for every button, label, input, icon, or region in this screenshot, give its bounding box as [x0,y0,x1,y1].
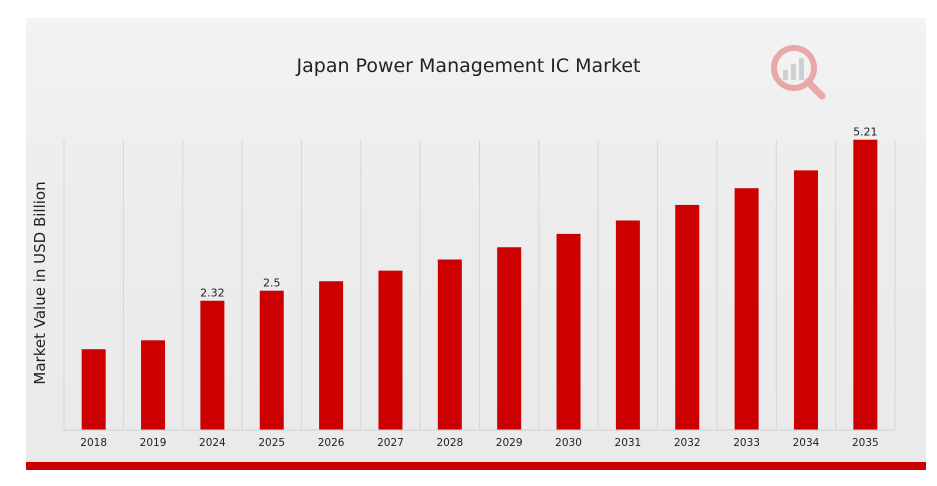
bar-2025[interactable] [259,290,284,430]
bar-2032[interactable] [675,204,700,430]
x-tick-label-2018: 2018 [80,437,107,449]
x-tick-labels: 2018 2019 2024 2025 2026 2027 2028 2029 2030 2031… [80,437,878,449]
bar-2024[interactable] [200,300,225,430]
x-tick-label-2019: 2019 [140,437,167,449]
data-labels: 2.32 2.5 5.21 [200,126,877,300]
bar-2027[interactable] [378,270,403,430]
bar-2033[interactable] [734,188,759,430]
x-tick-label-2033: 2033 [733,437,760,449]
bar-2034[interactable] [793,170,818,430]
bottom-accent-bar [26,462,926,470]
x-tick-label-2026: 2026 [318,437,345,449]
x-tick-label-2028: 2028 [436,437,463,449]
bar-2019[interactable] [141,340,166,430]
bars [81,139,878,430]
bar-2035[interactable] [853,139,878,430]
x-tick-label-2035: 2035 [852,437,879,449]
x-tick-label-2030: 2030 [555,437,582,449]
data-label-2024: 2.32 [200,287,225,300]
x-tick-label-2024: 2024 [199,437,226,449]
bar-2028[interactable] [437,259,462,430]
x-tick-label-2034: 2034 [793,437,820,449]
bar-2031[interactable] [615,220,640,430]
bar-2029[interactable] [497,247,522,430]
x-tick-label-2032: 2032 [674,437,701,449]
data-label-2035: 5.21 [853,126,878,139]
x-tick-label-2025: 2025 [258,437,285,449]
x-tick-label-2029: 2029 [496,437,523,449]
bar-2026[interactable] [319,281,344,430]
x-tick-label-2027: 2027 [377,437,404,449]
bar-2018[interactable] [81,349,106,430]
data-label-2025: 2.5 [263,277,281,290]
y-axis-label: Market Value in USD Billion [31,181,49,384]
grid-lines [63,140,896,430]
x-tick-label-2031: 2031 [615,437,642,449]
bar-2030[interactable] [556,233,581,430]
magnifier-chart-logo-icon [771,45,826,100]
chart-title: Japan Power Management IC Market [296,55,641,77]
